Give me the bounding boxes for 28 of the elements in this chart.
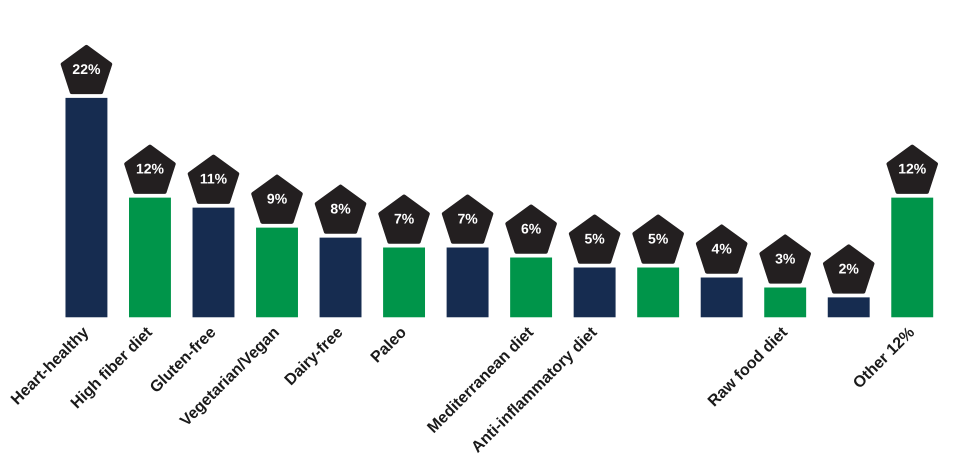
bar	[192, 208, 234, 318]
data-label: 2%	[838, 260, 860, 276]
bar	[65, 98, 108, 318]
data-label: 8%	[330, 200, 352, 216]
bar	[764, 287, 806, 318]
data-label: 6%	[520, 220, 542, 236]
data-label: 12%	[898, 160, 927, 177]
data-label: 9%	[266, 190, 288, 206]
bar	[129, 198, 171, 318]
data-label: 12%	[136, 160, 165, 177]
data-label: 7%	[394, 210, 415, 226]
data-label: 5%	[584, 230, 606, 246]
data-label: 4%	[712, 240, 732, 256]
data-label: 3%	[775, 250, 796, 266]
data-label: 11%	[200, 170, 228, 187]
bar	[510, 258, 552, 318]
bar	[256, 228, 298, 318]
bar	[383, 248, 426, 318]
data-label: 22%	[72, 60, 101, 77]
bar	[320, 238, 362, 318]
bar	[637, 267, 680, 318]
data-label: 7%	[457, 210, 478, 226]
bar	[700, 277, 743, 318]
bar	[446, 248, 489, 318]
bar	[828, 297, 870, 318]
bar	[891, 198, 934, 318]
bar	[574, 267, 616, 318]
data-label: 5%	[648, 230, 669, 246]
